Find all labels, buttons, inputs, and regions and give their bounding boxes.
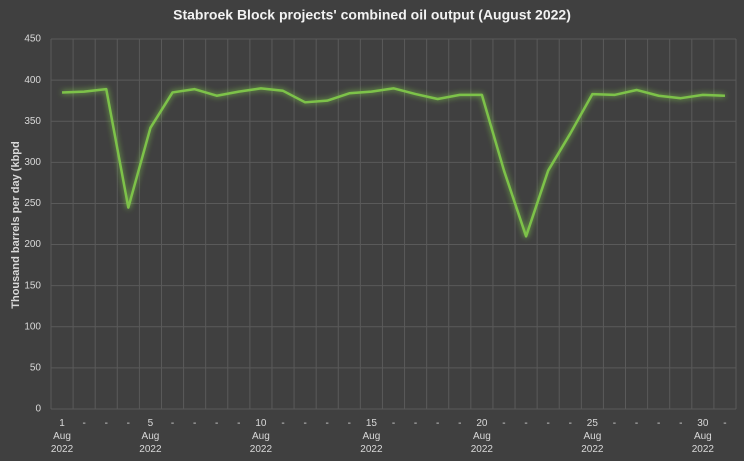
- x-tick-label-line: -: [679, 418, 682, 429]
- x-tick-label-line: 2022: [581, 444, 604, 455]
- x-tick-label-line: -: [193, 418, 196, 429]
- x-tick-label-line: -: [547, 418, 550, 429]
- x-tick-label: 1 Aug 2022: [51, 418, 74, 455]
- y-tick-label: 200: [24, 239, 41, 250]
- x-tick-label-line: 2022: [139, 444, 162, 455]
- y-axis-title: Thousand barrels per day (kbpd: [10, 141, 22, 308]
- x-tick-label-line: -: [414, 418, 417, 429]
- x-tick-label: -: [657, 418, 660, 429]
- x-tick-label: -: [82, 418, 85, 429]
- x-tick-label: -: [436, 418, 439, 429]
- x-tick-label: 15 Aug 2022: [360, 418, 383, 455]
- x-tick-label-line: Aug: [694, 431, 712, 442]
- x-tick-label: 10 Aug 2022: [250, 418, 273, 455]
- x-tick-label-line: -: [524, 418, 527, 429]
- x-tick-label: -: [613, 418, 616, 429]
- x-tick-label-line: Aug: [473, 431, 491, 442]
- y-tick-label: 450: [24, 34, 41, 45]
- x-tick-label-line: Aug: [583, 431, 601, 442]
- y-tick-label: 400: [24, 75, 41, 86]
- x-tick-label-line: 25: [587, 418, 599, 429]
- x-tick-label-line: 30: [697, 418, 709, 429]
- x-tick-label-line: -: [502, 418, 505, 429]
- x-tick-label: -: [348, 418, 351, 429]
- y-tick-label: 50: [30, 363, 42, 374]
- x-tick-label: -: [458, 418, 461, 429]
- x-tick-label-line: 5: [148, 418, 154, 429]
- x-tick-label: -: [569, 418, 572, 429]
- x-tick-label: -: [171, 418, 174, 429]
- x-tick-label: -: [127, 418, 130, 429]
- x-tick-label-line: -: [613, 418, 616, 429]
- x-tick-label: 20 Aug 2022: [471, 418, 494, 455]
- x-tick-label-line: Aug: [252, 431, 270, 442]
- x-tick-label: -: [215, 418, 218, 429]
- x-tick-label: -: [679, 418, 682, 429]
- y-tick-label: 250: [24, 198, 41, 209]
- x-tick-label: -: [303, 418, 306, 429]
- x-tick-label-line: 2022: [360, 444, 383, 455]
- x-tick-label-line: 2022: [471, 444, 494, 455]
- x-tick-label: -: [414, 418, 417, 429]
- x-tick-label-line: -: [657, 418, 660, 429]
- x-tick-label-line: -: [171, 418, 174, 429]
- x-tick-label: 30 Aug 2022: [692, 418, 715, 455]
- x-tick-label-line: Aug: [363, 431, 381, 442]
- x-tick-label: -: [105, 418, 108, 429]
- x-tick-label: -: [392, 418, 395, 429]
- x-tick-label-line: -: [105, 418, 108, 429]
- x-tick-label-line: -: [303, 418, 306, 429]
- x-tick-label-line: 20: [476, 418, 488, 429]
- y-tick-label: 0: [35, 404, 41, 415]
- x-tick-label-line: -: [127, 418, 130, 429]
- x-tick-label-line: -: [458, 418, 461, 429]
- x-tick-label: -: [281, 418, 284, 429]
- x-tick-label-line: Aug: [53, 431, 71, 442]
- y-tick-label: 350: [24, 116, 41, 127]
- x-tick-label-line: 2022: [51, 444, 74, 455]
- x-tick-label: -: [723, 418, 726, 429]
- x-tick-label-line: -: [281, 418, 284, 429]
- x-tick-label-line: 2022: [692, 444, 715, 455]
- x-tick-label-line: -: [723, 418, 726, 429]
- x-tick-label: -: [326, 418, 329, 429]
- x-tick-label-line: 2022: [250, 444, 273, 455]
- x-tick-label: -: [502, 418, 505, 429]
- x-tick-label-line: -: [436, 418, 439, 429]
- x-tick-label-line: -: [348, 418, 351, 429]
- x-tick-label-line: 10: [255, 418, 267, 429]
- data-line: [62, 87, 725, 238]
- x-tick-label: 5 Aug 2022: [139, 418, 162, 455]
- x-tick-label-line: -: [392, 418, 395, 429]
- x-tick-label: -: [635, 418, 638, 429]
- y-tick-label: 150: [24, 280, 41, 291]
- y-tick-label: 300: [24, 157, 41, 168]
- x-tick-label: -: [193, 418, 196, 429]
- chart-title: Stabroek Block projects' combined oil ou…: [173, 7, 571, 23]
- x-tick-label-line: -: [237, 418, 240, 429]
- x-tick-label: 25 Aug 2022: [581, 418, 604, 455]
- x-tick-label-line: 15: [366, 418, 378, 429]
- x-tick-label: -: [547, 418, 550, 429]
- x-tick-label: -: [524, 418, 527, 429]
- x-tick-label-line: -: [82, 418, 85, 429]
- x-tick-label: -: [237, 418, 240, 429]
- x-tick-label-line: -: [215, 418, 218, 429]
- x-tick-label-line: -: [326, 418, 329, 429]
- x-tick-label-line: -: [569, 418, 572, 429]
- x-tick-label-line: Aug: [142, 431, 160, 442]
- y-tick-label: 100: [24, 321, 41, 332]
- x-tick-label-line: 1: [59, 418, 65, 429]
- x-tick-label-line: -: [635, 418, 638, 429]
